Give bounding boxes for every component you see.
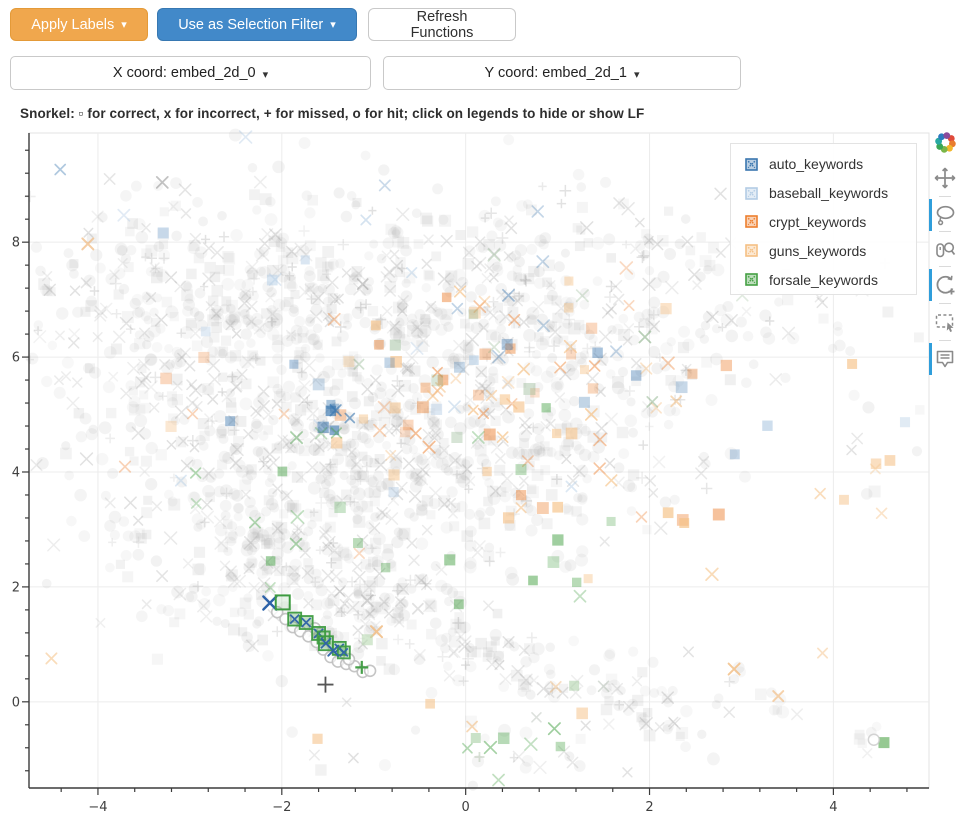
apply-labels-label: Apply Labels [31, 16, 115, 33]
y-tick-label: 0 [12, 695, 20, 710]
refresh-functions-label: Refresh Functions [410, 8, 474, 41]
scroll-zoom-tool[interactable] [933, 273, 957, 297]
y-tick-label: 2 [12, 580, 20, 595]
scatter-points [24, 128, 925, 791]
refresh-functions-button[interactable]: Refresh Functions [368, 8, 516, 41]
x-tick-label: −2 [272, 800, 291, 815]
x-tick-label: 0 [462, 800, 470, 815]
caret-down-icon: ▾ [330, 19, 336, 31]
toolbar-divider [939, 340, 951, 341]
y-coord-selector[interactable]: Y coord: embed_2d_1 ▾ [383, 56, 741, 90]
y-tick-label: 6 [12, 351, 20, 366]
pan-tool[interactable] [933, 166, 957, 190]
legend-label: baseball_keywords [769, 185, 889, 202]
scroll-zoom-active-indicator [929, 269, 932, 301]
legend: auto_keywords baseball_keywords crypt_ke… [730, 143, 917, 295]
x-tick-label: −4 [88, 800, 107, 815]
lasso-select-icon [936, 205, 955, 226]
lasso-select-active-indicator [929, 199, 932, 231]
legend-square-x-icon [745, 158, 758, 171]
caret-down-icon: ▾ [121, 19, 127, 31]
plot-title: Snorkel: ▫ for correct, x for incorrect,… [20, 106, 645, 121]
toolbar-divider [939, 266, 951, 267]
lasso-select-tool[interactable] [933, 203, 957, 227]
selection-filter-button[interactable]: Use as Selection Filter ▾ [157, 8, 357, 41]
legend-item-baseball_keywords[interactable]: baseball_keywords [745, 180, 916, 207]
bokeh-toolbar [929, 128, 960, 513]
pan-icon [934, 167, 956, 189]
legend-square-x-icon [745, 186, 758, 200]
legend-label: auto_keywords [769, 156, 864, 173]
box-select-icon [935, 314, 954, 332]
hover-icon [936, 350, 954, 368]
toolbar-divider [939, 196, 951, 197]
y-tick-label: 8 [12, 236, 20, 251]
selection-filter-label: Use as Selection Filter [178, 16, 324, 33]
legend-label: guns_keywords [769, 242, 867, 259]
x-coord-label: X coord: embed_2d_0 [112, 65, 256, 81]
y-tick-label: 4 [12, 465, 20, 480]
legend-item-crypt_keywords[interactable]: crypt_keywords [745, 208, 916, 235]
y-coord-label: Y coord: embed_2d_1 [484, 65, 627, 81]
box-select-tool[interactable] [933, 310, 957, 334]
wheel-zoom-icon [936, 242, 956, 258]
legend-label: forsale_keywords [769, 271, 878, 288]
hover-tool[interactable] [933, 347, 957, 371]
legend-square-x-icon [745, 244, 758, 258]
wheel-zoom-tool[interactable] [933, 238, 957, 262]
caret-down-icon: ▾ [262, 68, 269, 81]
bokeh-logo-icon [935, 132, 956, 153]
x-tick-label: 2 [645, 800, 653, 815]
legend-label: crypt_keywords [769, 213, 867, 230]
x-tick-label: 4 [829, 800, 837, 815]
hover-active-indicator [929, 343, 932, 375]
grid [29, 133, 929, 788]
axes: −4 −2 0 2 4 0 2 4 6 8 [12, 133, 929, 815]
scroll-zoom-icon [936, 275, 955, 295]
legend-square-x-icon [745, 273, 758, 286]
toolbar-divider [939, 231, 951, 232]
bokeh-logo[interactable] [933, 130, 958, 155]
apply-labels-button[interactable]: Apply Labels ▾ [10, 8, 148, 41]
legend-square-x-icon [745, 215, 758, 229]
x-coord-selector[interactable]: X coord: embed_2d_0 ▾ [10, 56, 371, 90]
legend-item-guns_keywords[interactable]: guns_keywords [745, 237, 916, 264]
toolbar-divider [939, 303, 951, 304]
legend-item-forsale_keywords[interactable]: forsale_keywords [745, 266, 916, 293]
legend-item-auto_keywords[interactable]: auto_keywords [745, 151, 916, 178]
caret-down-icon: ▾ [633, 68, 640, 81]
